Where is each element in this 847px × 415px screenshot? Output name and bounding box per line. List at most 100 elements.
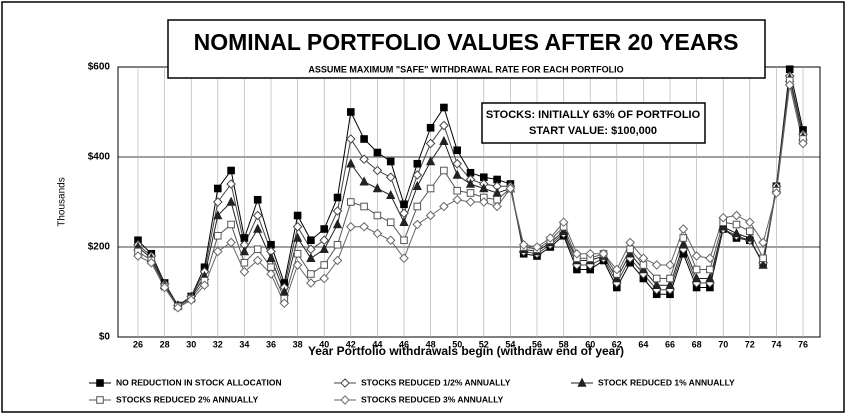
marker xyxy=(293,249,302,258)
marker xyxy=(333,193,342,202)
marker xyxy=(186,295,197,305)
marker xyxy=(332,206,343,216)
marker xyxy=(345,134,356,144)
marker xyxy=(253,223,263,233)
marker xyxy=(332,219,343,229)
marker xyxy=(213,210,223,220)
marker xyxy=(505,183,516,194)
marker xyxy=(705,253,715,264)
x-tick-label: 56 xyxy=(532,339,542,349)
marker xyxy=(227,166,235,175)
x-tick-label: 32 xyxy=(213,339,223,349)
marker xyxy=(452,169,462,179)
marker xyxy=(440,166,448,175)
marker xyxy=(625,248,635,258)
marker xyxy=(692,265,701,274)
marker xyxy=(412,219,423,230)
marker xyxy=(253,195,262,204)
x-tick-label: 50 xyxy=(452,339,462,349)
marker xyxy=(360,202,368,211)
legend-label: STOCKS REDUCED 3% ANNUALLY xyxy=(361,394,504,404)
y-tick-label: $0 xyxy=(99,332,111,343)
annotation-box xyxy=(481,102,706,144)
marker xyxy=(266,252,276,263)
marker xyxy=(227,220,235,229)
marker xyxy=(319,273,330,284)
marker xyxy=(307,270,315,278)
marker xyxy=(572,248,582,259)
chart-title: NOMINAL PORTFOLIO VALUES AFTER 20 YEARS xyxy=(194,29,739,55)
marker xyxy=(465,197,476,207)
chart-subtitle: ASSUME MAXIMUM "SAFE" WITHDRAWAL RATE FO… xyxy=(308,64,623,74)
marker xyxy=(386,189,396,200)
marker xyxy=(691,251,702,261)
marker xyxy=(439,120,449,131)
marker xyxy=(252,255,263,266)
legend-label: STOCK REDUCED 1% ANNUALLY xyxy=(598,377,735,387)
legend-label: STOCKS REDUCED 2% ANNUALLY xyxy=(116,394,259,404)
legend-label: NO REDUCTION IN STOCK ALLOCATION xyxy=(116,377,282,387)
marker xyxy=(452,194,463,205)
y-axis-label: Thousands xyxy=(57,177,68,226)
x-tick-label: 44 xyxy=(372,339,382,349)
marker xyxy=(771,188,782,198)
x-tick-label: 52 xyxy=(479,339,489,349)
marker xyxy=(266,269,276,279)
marker xyxy=(425,138,436,149)
marker xyxy=(666,274,674,283)
marker xyxy=(400,236,408,245)
marker xyxy=(706,265,714,274)
marker xyxy=(292,232,303,242)
marker xyxy=(425,156,436,166)
marker xyxy=(279,298,290,309)
x-tick-label: 38 xyxy=(293,339,303,349)
marker xyxy=(731,228,742,238)
marker xyxy=(744,217,755,228)
x-tick-label: 36 xyxy=(266,339,276,349)
x-tick-label: 54 xyxy=(505,339,515,349)
marker xyxy=(746,227,754,236)
marker xyxy=(226,237,236,248)
legend-label: STOCKS REDUCED 1/2% ANNUALLY xyxy=(361,377,511,387)
annotation: STOCKS: INITIALLY 63% OF PORTFOLIO xyxy=(486,109,701,121)
y-tick-label: $200 xyxy=(88,242,111,253)
marker xyxy=(239,266,250,277)
x-tick-label: 46 xyxy=(399,339,409,349)
marker xyxy=(373,211,382,220)
marker xyxy=(679,234,688,242)
marker xyxy=(173,302,183,313)
x-axis-label: Year Portfolio withdrawals begin (withdr… xyxy=(308,344,624,358)
marker xyxy=(347,198,355,206)
marker xyxy=(293,211,302,220)
marker xyxy=(718,212,729,223)
marker xyxy=(214,184,222,193)
x-tick-label: 58 xyxy=(559,339,569,349)
marker xyxy=(479,183,489,193)
marker xyxy=(413,159,422,168)
marker xyxy=(691,273,702,283)
marker xyxy=(386,218,395,227)
marker xyxy=(439,135,449,146)
marker xyxy=(425,210,436,221)
marker xyxy=(399,216,409,227)
marker xyxy=(212,197,223,207)
marker xyxy=(665,279,675,290)
marker xyxy=(652,279,662,290)
marker xyxy=(585,248,596,259)
marker xyxy=(347,108,355,116)
marker xyxy=(320,225,328,233)
x-tick-label: 60 xyxy=(585,339,595,349)
marker xyxy=(214,231,222,240)
marker xyxy=(665,260,675,270)
marker xyxy=(292,221,303,232)
marker xyxy=(399,253,409,264)
x-tick-label: 76 xyxy=(798,339,808,349)
marker xyxy=(678,224,689,234)
x-tick-label: 42 xyxy=(346,339,356,349)
marker xyxy=(133,251,143,261)
x-tick-label: 72 xyxy=(745,339,755,349)
x-tick-label: 48 xyxy=(426,339,436,349)
marker xyxy=(199,280,210,291)
x-tick-label: 26 xyxy=(133,339,143,349)
